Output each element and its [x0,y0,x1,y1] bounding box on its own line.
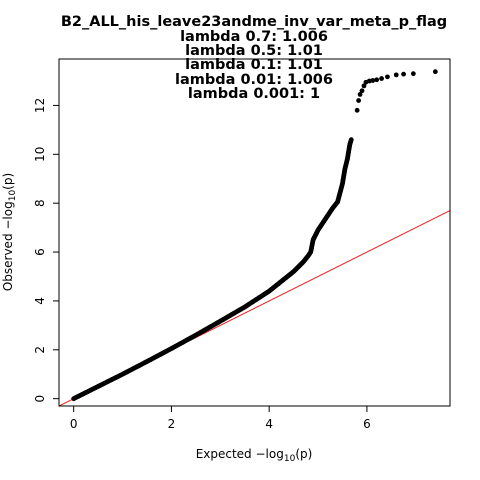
data-point [357,92,363,97]
x-tick-label: 4 [265,417,273,431]
data-point [354,107,360,113]
y-tick-label: 2 [33,346,47,354]
y-axis-label: Observed −log10(p) [1,173,18,291]
x-axis-label: Expected −log10(p) [196,447,313,464]
lambda-line: lambda 0.001: 1 [188,86,320,102]
data-point [379,76,384,81]
y-tick-label: 6 [33,248,47,256]
data-point [401,71,406,77]
y-tick-label: 4 [33,297,47,305]
chart-title: B2_ALL_his_leave23andme_inv_var_meta_p_f… [61,14,447,30]
y-tick-label: 10 [33,147,47,162]
data-point [361,83,367,89]
plot-frame [58,58,451,407]
data-point [410,71,416,77]
data-point [370,78,376,83]
lambda-line: lambda 0.1: 1.01 [185,57,323,73]
data-point [374,77,380,83]
title-block: B2_ALL_his_leave23andme_inv_var_meta_p_f… [61,14,447,102]
lambda-line: lambda 0.01: 1.006 [175,72,333,88]
x-tick-label: 6 [363,417,371,431]
lambda-line: lambda 0.7: 1.006 [180,29,328,45]
y-tick-label: 0 [33,395,47,403]
plot-area [59,69,450,406]
y-tick-label: 8 [33,199,47,207]
data-point [393,72,399,78]
data-point [356,98,362,103]
axes: 0 2 4 6 0 2 4 6 8 10 12 [33,98,371,431]
data-point [432,69,438,75]
x-tick-label: 2 [168,417,176,431]
x-tick-label: 0 [70,417,78,431]
data-point [359,88,365,94]
y-tick-label: 12 [33,98,47,113]
data-point [385,74,390,80]
data-point [348,137,354,143]
lambda-line: lambda 0.5: 1.01 [185,43,323,59]
